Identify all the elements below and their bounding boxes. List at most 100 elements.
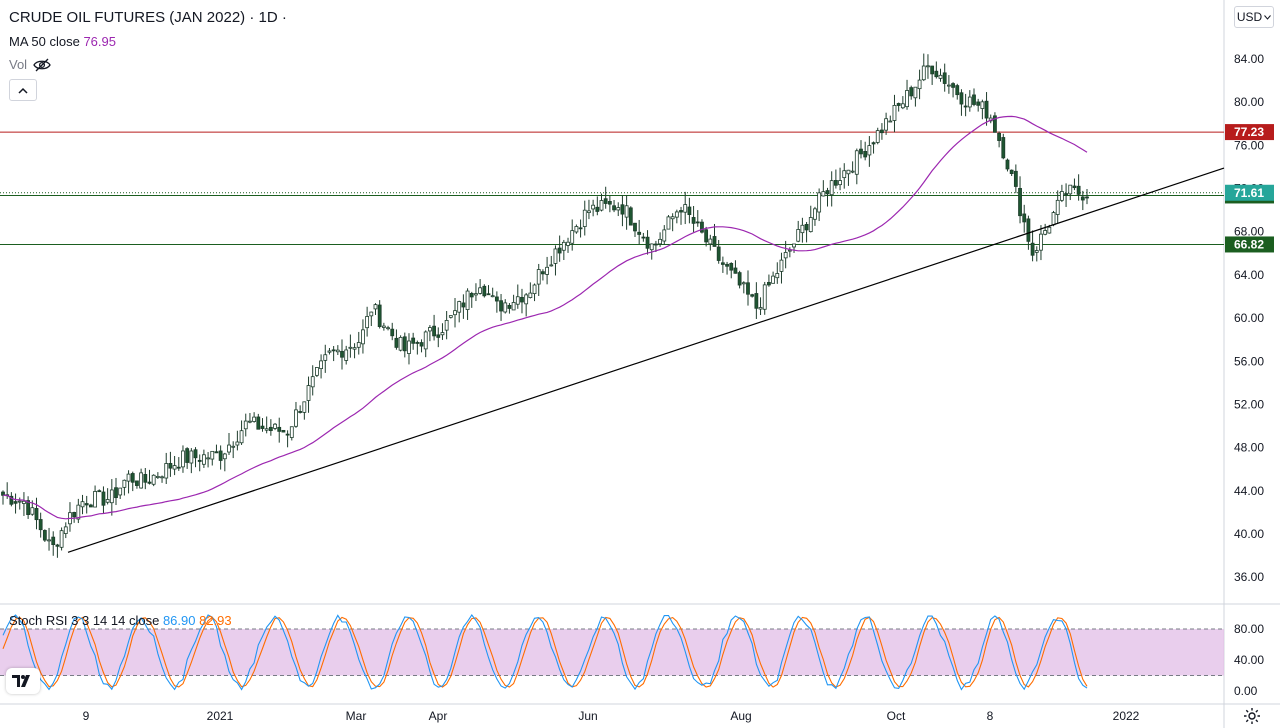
- currency-selector[interactable]: USD: [1234, 6, 1274, 28]
- candle-body: [775, 273, 780, 279]
- candle-body: [273, 423, 277, 429]
- last-price-tag: [1225, 184, 1274, 201]
- candle-body: [386, 327, 390, 330]
- candle-body: [122, 479, 127, 488]
- candle-body: [289, 426, 294, 438]
- currency-label: USD: [1236, 10, 1263, 24]
- price-tick-label: 44.00: [1234, 484, 1264, 498]
- time-tick-label: Mar: [346, 709, 367, 723]
- candle-body: [243, 420, 248, 430]
- candle-body: [34, 508, 39, 521]
- candle-body: [574, 226, 579, 233]
- candle-body: [126, 473, 131, 482]
- symbol-legend[interactable]: CRUDE OIL FUTURES (JAN 2022) · 1D ·: [9, 9, 287, 26]
- candle-body: [197, 459, 202, 462]
- price-tick-label: 52.00: [1234, 397, 1264, 411]
- candle-body: [645, 236, 650, 249]
- candle-body: [649, 243, 654, 251]
- volume-legend[interactable]: Vol: [9, 57, 51, 72]
- candle-body: [235, 441, 240, 446]
- candle-body: [151, 474, 156, 485]
- interval-label: 1D: [258, 9, 278, 26]
- candle-body: [951, 83, 955, 88]
- candle-body: [227, 444, 231, 453]
- stoch-tick-label: 40.00: [1234, 653, 1264, 667]
- candle-body: [754, 293, 759, 309]
- candle-body: [214, 451, 219, 454]
- stoch-label: Stoch RSI 3 3 14 14 close: [9, 613, 160, 628]
- candle-body: [252, 416, 257, 422]
- candle-body: [361, 329, 365, 345]
- candle-body: [411, 337, 416, 344]
- candle-body: [695, 221, 700, 224]
- candle-body: [926, 65, 930, 68]
- last-price-tag-text: 71.61: [1234, 186, 1264, 200]
- candle-body: [348, 346, 353, 349]
- candle-body: [118, 487, 123, 496]
- candle-body: [310, 376, 315, 388]
- stoch-k-value: 86.90: [162, 613, 196, 628]
- tradingview-logo[interactable]: [6, 668, 40, 694]
- collapse-legend-button[interactable]: [9, 79, 37, 101]
- candle-body: [829, 180, 834, 196]
- level-price-tag-text: 66.82: [1234, 237, 1264, 251]
- candle-body: [499, 300, 503, 312]
- candle-body: [603, 198, 608, 204]
- ma-value: 76.95: [83, 34, 116, 49]
- candle-body: [352, 347, 357, 350]
- candle-body: [1059, 191, 1064, 201]
- candle-body: [193, 449, 198, 459]
- candle-body: [415, 342, 420, 344]
- candle-body: [327, 350, 332, 353]
- candle-body: [683, 204, 688, 213]
- candle-body: [13, 501, 18, 504]
- candle-body: [959, 92, 964, 105]
- ma-legend[interactable]: MA 50 close 76.95: [9, 34, 116, 49]
- candle-body: [440, 332, 445, 336]
- candle-body: [833, 180, 838, 186]
- candle-body: [846, 169, 851, 175]
- candle-body: [821, 191, 826, 197]
- candle-body: [658, 238, 662, 245]
- candle-body: [1018, 188, 1022, 217]
- candle-body: [448, 315, 453, 318]
- candle-body: [231, 445, 236, 448]
- candle-body: [201, 454, 206, 465]
- candle-body: [750, 294, 755, 297]
- candle-body: [444, 320, 449, 331]
- candle-body: [712, 236, 717, 247]
- candle-body: [905, 90, 909, 108]
- candle-body: [934, 70, 939, 78]
- candle-body: [30, 507, 35, 515]
- candle-body: [189, 450, 194, 464]
- candle-body: [670, 216, 675, 220]
- candle-body: [854, 150, 859, 175]
- candle-body: [536, 269, 541, 285]
- candle-body: [1080, 196, 1085, 201]
- candle-body: [281, 429, 286, 433]
- ma-label: MA 50 close: [9, 34, 80, 49]
- candle-body: [105, 499, 110, 503]
- candle-body: [453, 310, 457, 316]
- tradingview-logo-icon: [12, 675, 30, 687]
- candle-body: [22, 500, 26, 504]
- candle-body: [474, 293, 478, 296]
- candle-body: [838, 180, 842, 186]
- candle-body: [587, 210, 591, 213]
- candle-body: [469, 293, 474, 298]
- candles-group: [1, 53, 1089, 558]
- candle-body: [1039, 233, 1043, 251]
- candle-body: [783, 252, 788, 259]
- candle-body: [256, 416, 261, 430]
- candle-body: [1085, 196, 1089, 199]
- time-tick-label: 8: [987, 709, 994, 723]
- hidden-eye-icon[interactable]: [33, 58, 51, 72]
- candle-body: [1072, 185, 1077, 189]
- settings-gear-icon[interactable]: [1243, 707, 1261, 725]
- ma50-line: [3, 115, 1088, 520]
- stoch-legend[interactable]: Stoch RSI 3 3 14 14 close 86.90 82.93: [9, 613, 232, 628]
- candle-body: [402, 336, 407, 352]
- candle-body: [549, 264, 554, 267]
- candle-body: [972, 94, 976, 105]
